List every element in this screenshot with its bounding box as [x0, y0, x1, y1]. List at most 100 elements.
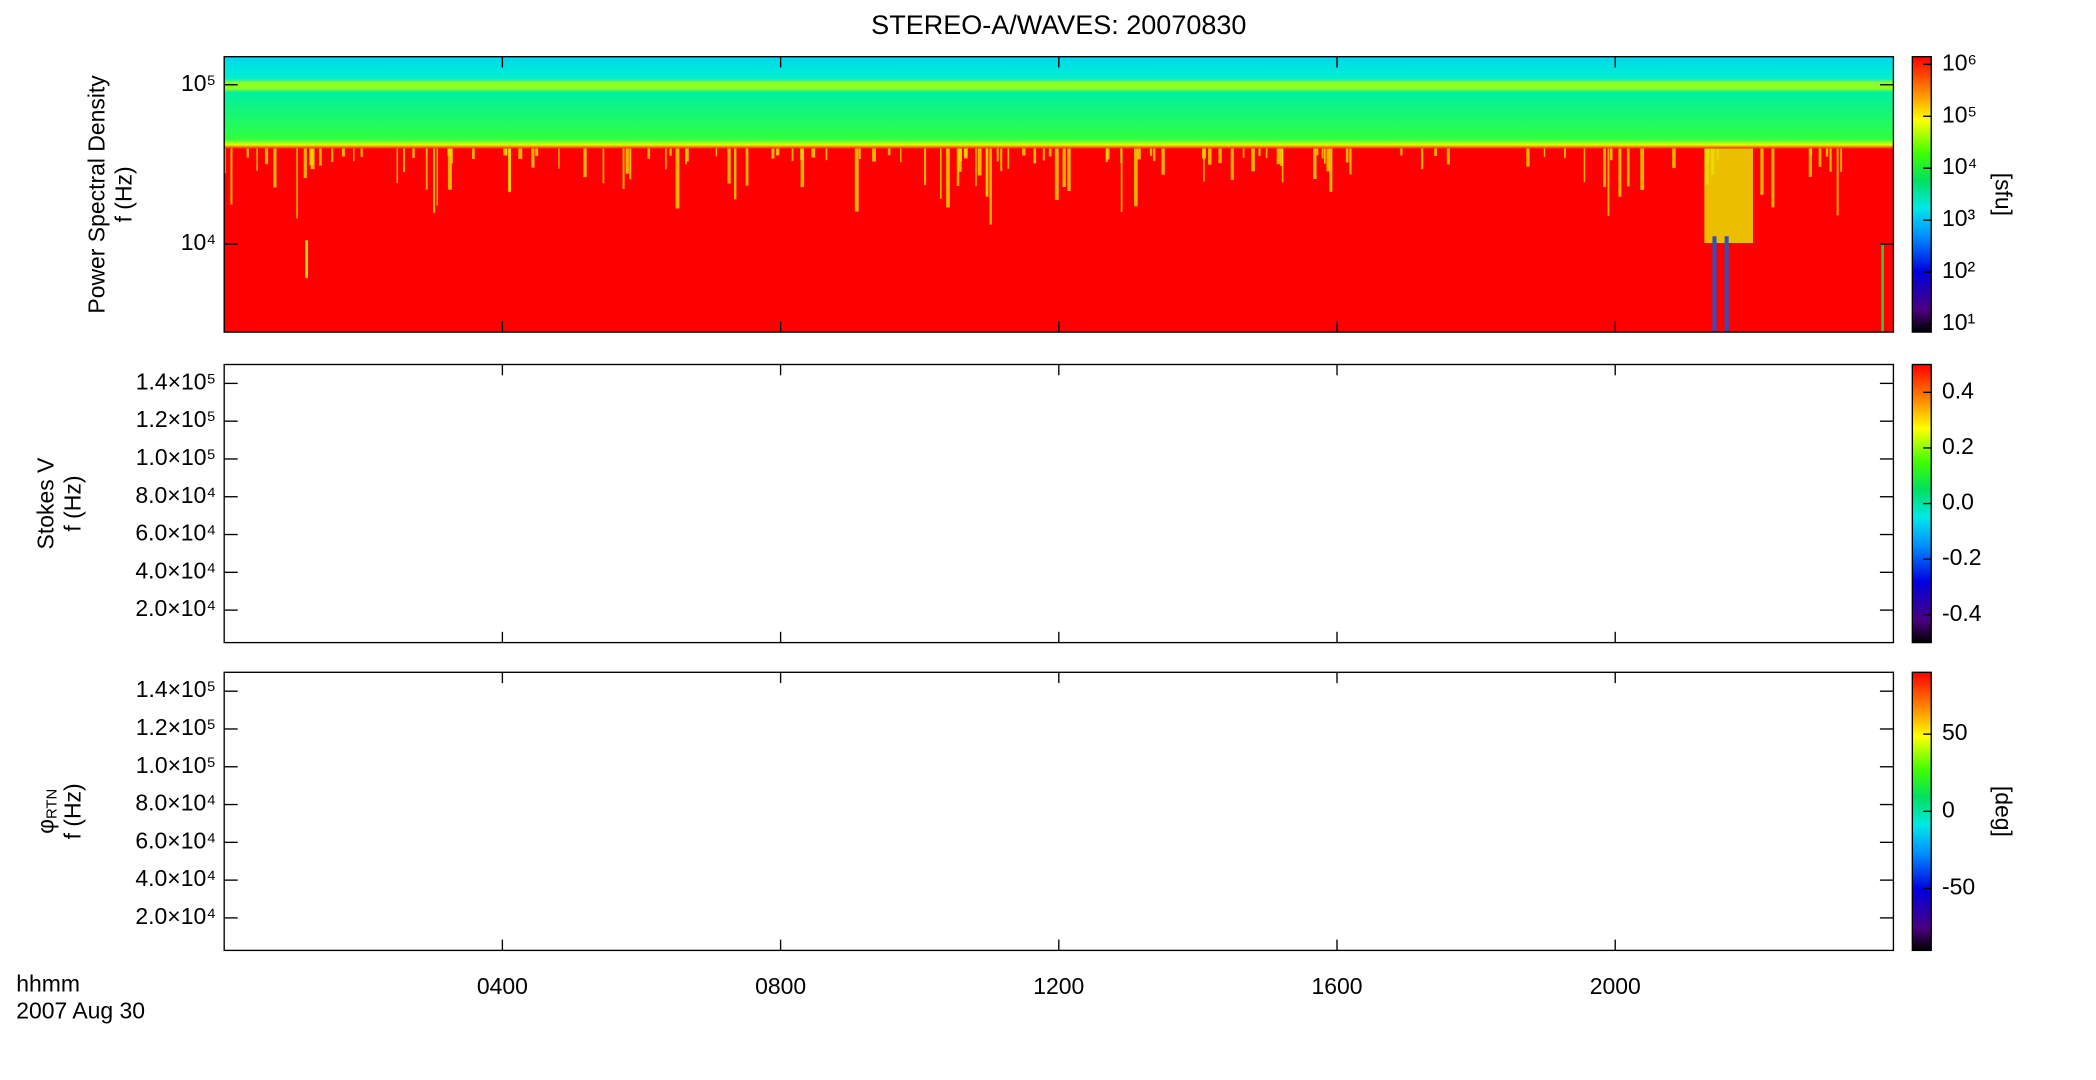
streak [975, 148, 977, 187]
streak [436, 148, 439, 206]
streak [1323, 148, 1326, 164]
streak [1203, 148, 1205, 182]
streak [1120, 148, 1123, 164]
streak [256, 148, 258, 171]
streak [1607, 148, 1610, 216]
y-axis-label-subscript: RTN [45, 789, 61, 819]
colorbar-tick-label: 10³ [1942, 205, 1976, 231]
streak [1640, 148, 1645, 190]
streak [396, 148, 399, 184]
colorbar-tick-label: 10⁶ [1942, 49, 1977, 75]
y-axis-label: φRTN [32, 789, 60, 834]
streak [939, 148, 942, 199]
streak [858, 148, 861, 160]
y-tick-label: 1.0×10⁵ [136, 444, 216, 470]
streak [664, 148, 667, 170]
y-tick-label: 4.0×10⁴ [135, 865, 216, 891]
streak [776, 148, 780, 156]
streak [800, 148, 805, 188]
streak [811, 148, 816, 158]
y-axis-label: f (Hz) [111, 166, 137, 222]
streak [296, 148, 298, 219]
streak [1420, 148, 1424, 170]
streak [1242, 148, 1245, 158]
streak [1563, 148, 1566, 159]
plot-frame [223, 363, 1895, 644]
y-axis-label: Stokes V [32, 457, 58, 549]
x-axis-date: 2007 Aug 30 [16, 998, 145, 1024]
streak [900, 148, 902, 163]
streak [791, 148, 794, 162]
streak [583, 148, 587, 178]
streak [558, 148, 560, 169]
streak [1152, 148, 1156, 161]
streak [1321, 148, 1324, 159]
streak [246, 148, 249, 158]
streak [647, 148, 651, 159]
colorbar-label: [deg] [1990, 786, 2016, 837]
streak [451, 148, 453, 164]
y-tick-label: 6.0×10⁴ [135, 520, 216, 546]
streak [1836, 148, 1839, 216]
streak [985, 148, 988, 196]
streak [425, 148, 428, 190]
streak [1316, 148, 1319, 156]
streak [625, 148, 629, 174]
streak [1265, 148, 1268, 159]
streak [1022, 148, 1026, 156]
y-tick-label: 2.0×10⁴ [135, 595, 216, 621]
streak [1829, 148, 1832, 172]
streak [1818, 148, 1822, 167]
streak [1840, 148, 1843, 172]
streak [629, 148, 632, 180]
x-tick-label: 0800 [755, 973, 806, 999]
streak [959, 148, 962, 162]
streak [1230, 148, 1234, 180]
streak [1825, 148, 1829, 157]
streak [518, 148, 523, 160]
streak [318, 148, 322, 166]
streak [1054, 148, 1059, 201]
streak [1349, 148, 1352, 175]
streak [1134, 148, 1138, 207]
streak [360, 148, 363, 157]
streak [1583, 148, 1586, 183]
streak [1543, 148, 1546, 158]
colorbar-tick-label: 0.4 [1942, 377, 1974, 403]
colorbar-tick-label: 10¹ [1942, 309, 1976, 335]
streak [1218, 148, 1222, 164]
x-tick-label: 1200 [1033, 973, 1084, 999]
streak [1208, 148, 1212, 165]
y-tick-label: 1.2×10⁵ [136, 714, 216, 740]
streak [675, 148, 680, 209]
streak [1345, 148, 1349, 163]
streak [1610, 148, 1613, 161]
streak [1724, 236, 1729, 333]
streak [1137, 148, 1141, 160]
streak [685, 148, 689, 162]
streak [303, 148, 307, 178]
streak [923, 148, 927, 186]
streak [1276, 148, 1281, 165]
spectrogram-streaks [224, 148, 1884, 333]
streak [273, 148, 277, 188]
streak [531, 148, 535, 168]
streak [1526, 148, 1530, 167]
streak [1067, 148, 1071, 192]
streak [1062, 148, 1066, 187]
colorbar-tick-label: 0.2 [1942, 433, 1974, 459]
streak [669, 148, 672, 156]
y-tick-label: 8.0×10⁴ [135, 482, 216, 508]
y-tick-label: 8.0×10⁴ [135, 790, 216, 816]
streak [224, 148, 226, 174]
colorbar-tick-label: 0.0 [1942, 489, 1974, 515]
y-tick-label: 1.4×10⁵ [136, 368, 216, 394]
colorbar-tick-label: 10⁵ [1942, 101, 1977, 127]
streak [1048, 148, 1052, 157]
streak [433, 148, 436, 213]
x-axis-label: hhmm [16, 971, 80, 997]
streak [1329, 148, 1333, 192]
streak [508, 148, 511, 193]
